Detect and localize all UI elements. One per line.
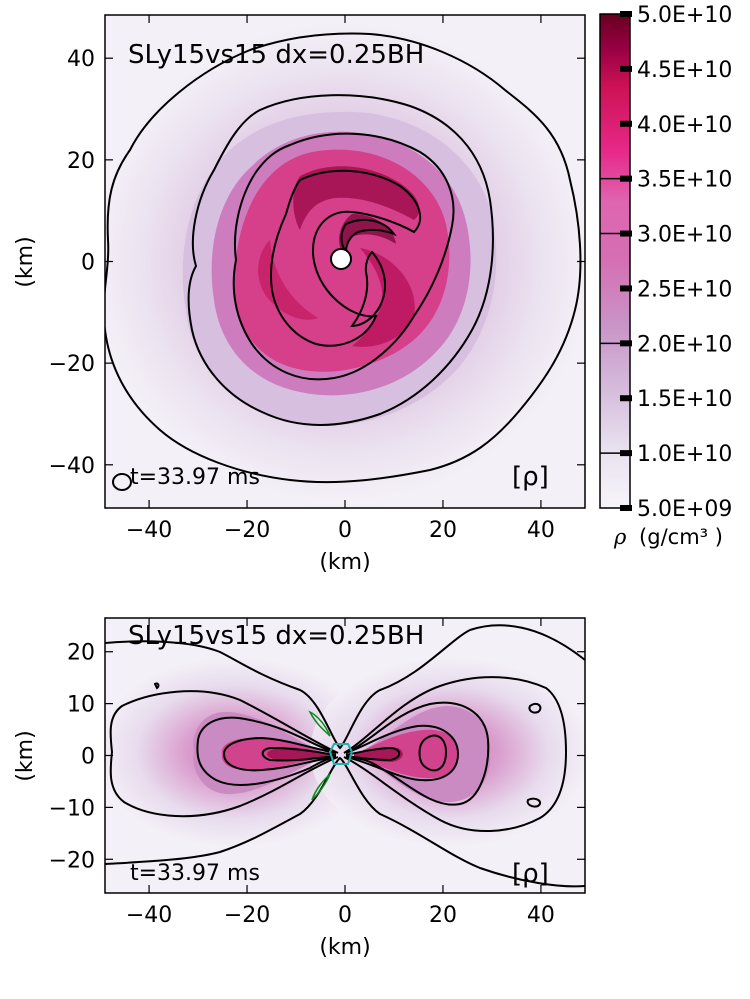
colorbar: 5.0E+09 1.0E+10 1.5E+10 2.0E+10 2.5E+10 … <box>599 3 732 549</box>
horizon-green-upper <box>308 710 331 737</box>
horizon-curves <box>308 710 354 801</box>
disk-spiral-arm-a <box>293 166 420 230</box>
colorbar-label-units: (g/cm³ ) <box>639 525 723 549</box>
colorbar-tick-label: 4.5E+10 <box>637 58 732 83</box>
horizon-teal <box>328 743 354 765</box>
colorbar-tick-mark <box>620 175 632 182</box>
equatorial-contours <box>105 32 582 491</box>
colorbar-tick-mark <box>620 285 632 292</box>
colorbar-tick-mark <box>620 450 632 457</box>
horizon-green-lower <box>311 773 331 801</box>
meridional-x-tick-label: 40 <box>527 903 555 928</box>
meridional-small-loop-left <box>153 682 160 690</box>
meridional-y-tick-label: −10 <box>49 796 95 821</box>
meridional-quantity-label: [ρ] <box>512 859 549 889</box>
contour-inner-arm <box>349 250 387 328</box>
meridional-y-tick-label: −20 <box>49 848 95 873</box>
equatorial-y-tick-label: 40 <box>67 47 95 72</box>
colorbar-frame <box>599 13 631 509</box>
meridional-y-tick-label: 0 <box>81 745 95 770</box>
colorbar-tick-label: 3.5E+10 <box>637 168 732 193</box>
equatorial-title: SLy15vs15 dx=0.25BH <box>128 40 424 70</box>
colorbar-tick-mark <box>620 395 632 402</box>
contour-level-1e10 <box>105 32 582 484</box>
contour-inner-swirl <box>340 218 397 256</box>
meridional-y-tick-labels: −20 −10 0 10 20 <box>49 641 95 874</box>
colorbar-label: ρ (g/cm³ ) <box>613 525 723 549</box>
black-hole-excision <box>330 248 352 270</box>
colorbar-tick-label: 5.0E+10 <box>637 3 732 28</box>
meridional-x-axis-label: (km) <box>319 935 370 960</box>
colorbar-label-symbol: ρ <box>613 525 627 549</box>
colorbar-tick-labels: 5.0E+09 1.0E+10 1.5E+10 2.0E+10 2.5E+10 … <box>637 3 732 522</box>
meridional-density-field <box>105 657 585 847</box>
equatorial-ticks <box>105 15 585 508</box>
colorbar-tick-label: 4.0E+10 <box>637 113 732 138</box>
colorbar-tick-mark <box>620 11 632 17</box>
meridional-panel: −40 −20 0 20 40 −20 −10 0 10 20 SLy15vs1… <box>13 617 586 960</box>
meridional-contour-right-mid <box>345 701 490 806</box>
meridional-x-tick-label: 20 <box>429 903 457 928</box>
equatorial-y-tick-label: −40 <box>49 454 95 479</box>
meridional-x-tick-labels: −40 −20 0 20 40 <box>126 903 555 928</box>
equatorial-x-tick-labels: −40 −20 0 20 40 <box>126 518 555 543</box>
contour-small-loop <box>112 473 132 491</box>
meridional-contour-inner-right-a <box>345 746 401 762</box>
colorbar-tick-marks <box>620 11 632 511</box>
meridional-contour-right-core <box>345 724 460 782</box>
right-lobe-core <box>354 729 459 779</box>
colorbar-tick-label: 5.0E+09 <box>637 497 732 522</box>
colorbar-tick-mark <box>620 505 632 511</box>
contour-level-3e10 <box>232 132 455 381</box>
equatorial-y-tick-labels: −40 −20 0 20 40 <box>49 47 95 479</box>
colorbar-tick-mark <box>620 230 632 237</box>
meridional-contour-left-outer <box>109 690 339 818</box>
equatorial-x-tick-label: 40 <box>527 518 555 543</box>
colorbar-tick-mark <box>620 120 632 127</box>
colorbar-gradient <box>600 14 630 508</box>
meridional-y-tick-label: 10 <box>67 693 95 718</box>
meridional-x-tick-label: −20 <box>224 903 270 928</box>
equatorial-x-tick-label: 0 <box>338 518 352 543</box>
equatorial-y-tick-label: 20 <box>67 149 95 174</box>
meridional-y-tick-label: 20 <box>67 641 95 666</box>
colorbar-tick-mark <box>620 65 632 72</box>
contour-level-3-5e10 <box>270 169 422 347</box>
contour-level-2e10 <box>187 94 494 426</box>
meridional-contour-left-core <box>222 736 337 772</box>
colorbar-tick-label: 2.0E+10 <box>637 332 732 357</box>
equatorial-x-axis-label: (km) <box>319 550 370 575</box>
disk-spiral-arm-c <box>258 240 318 320</box>
colorbar-tick-label: 2.5E+10 <box>637 277 732 302</box>
equatorial-y-tick-label: −20 <box>49 352 95 377</box>
equatorial-x-tick-label: −20 <box>224 518 270 543</box>
equatorial-quantity-label: [ρ] <box>512 462 549 492</box>
meridional-contour-right-inner <box>418 734 448 772</box>
meridional-contour-inner-left-a <box>261 746 337 762</box>
meridional-small-loop-top <box>528 702 542 714</box>
equatorial-y-tick-label: 0 <box>81 251 95 276</box>
meridional-y-axis-label: (km) <box>13 730 38 781</box>
equatorial-x-tick-label: −40 <box>126 518 172 543</box>
equatorial-time-label: t=33.97 ms <box>130 465 260 490</box>
meridional-title: SLy15vs15 dx=0.25BH <box>128 621 424 651</box>
equatorial-y-axis-label: (km) <box>13 236 38 287</box>
colorbar-tick-label: 3.0E+10 <box>637 223 732 248</box>
meridional-time-label: t=33.97 ms <box>130 861 260 886</box>
meridional-x-tick-label: 0 <box>338 903 352 928</box>
meridional-contour-left-mid <box>196 716 337 786</box>
meridional-small-loop-bottom <box>526 797 542 808</box>
meridional-contour-right-outer <box>343 676 568 833</box>
meridional-contours <box>105 624 585 888</box>
equatorial-panel: −40 −20 0 20 40 −40 −20 0 20 40 SLy15vs1… <box>13 14 586 575</box>
colorbar-tick-mark <box>620 340 632 347</box>
colorbar-tick-label: 1.5E+10 <box>637 387 732 412</box>
meridional-contour-outer <box>105 624 585 888</box>
meridional-x-tick-label: −40 <box>126 903 172 928</box>
colorbar-tick-label: 1.0E+10 <box>637 442 732 467</box>
meridional-ticks <box>105 618 585 893</box>
equatorial-x-tick-label: 20 <box>429 518 457 543</box>
